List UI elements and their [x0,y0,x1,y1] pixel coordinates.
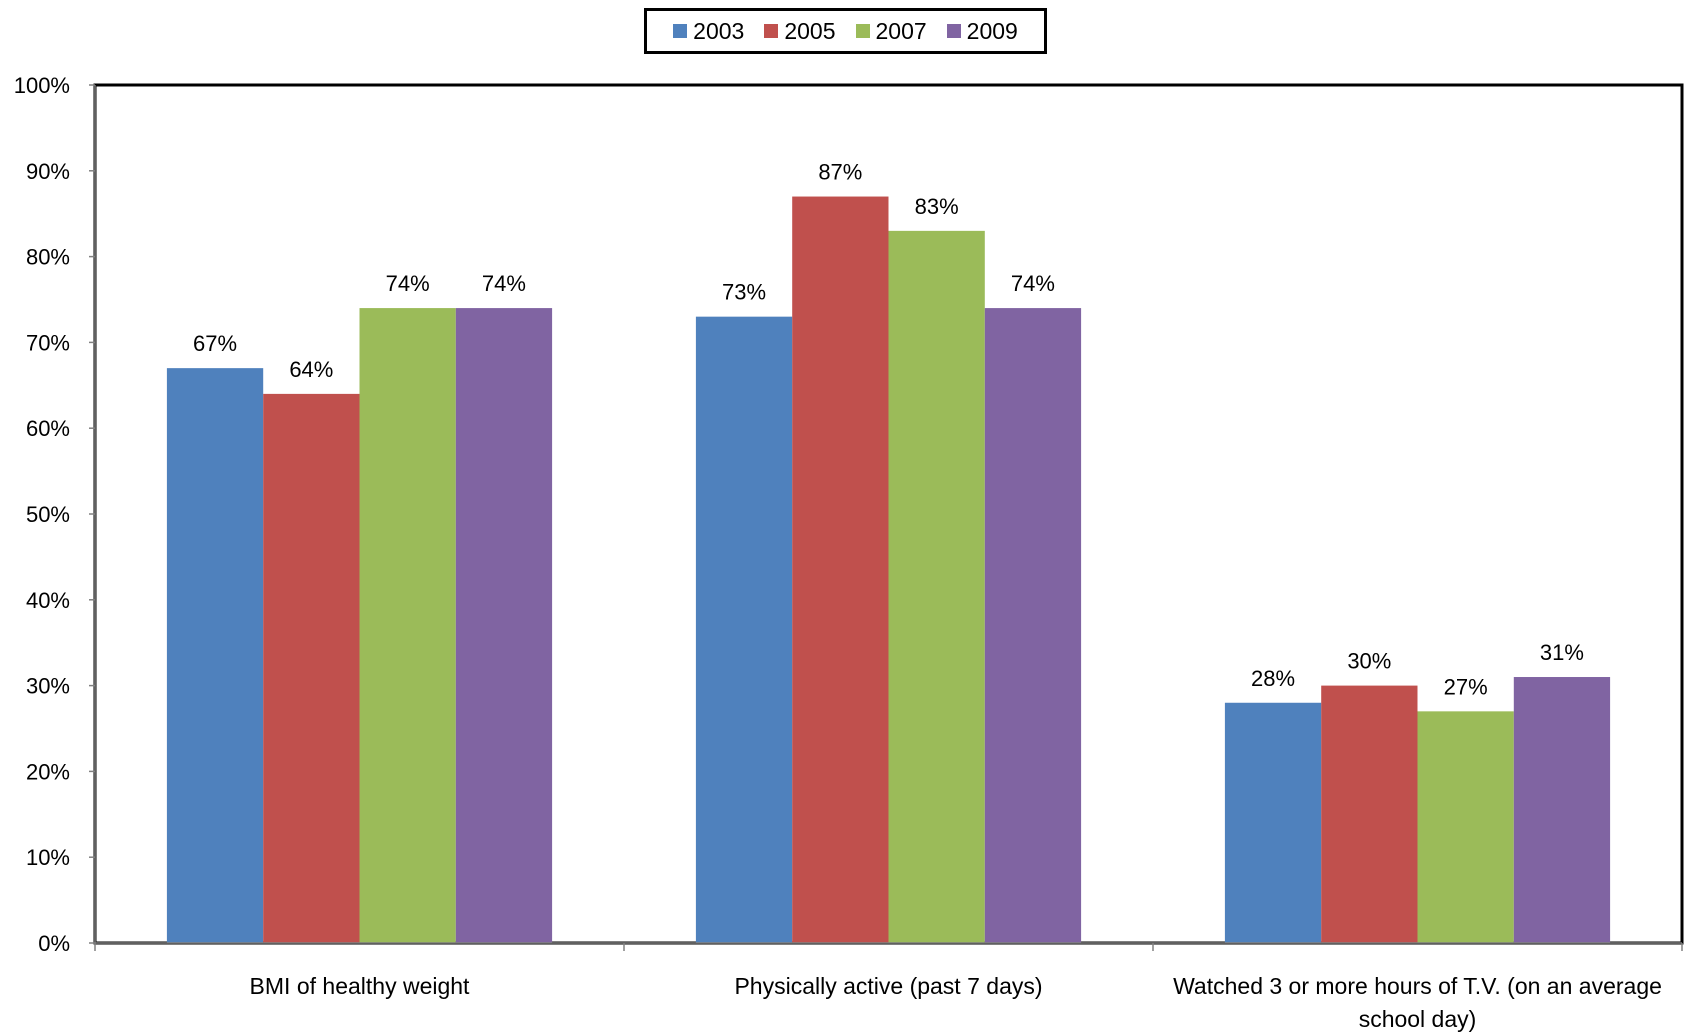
legend-swatch [855,24,870,38]
bar-2007-3 [1417,711,1514,943]
legend-label: 2005 [784,17,836,44]
y-tick-label: 100% [14,73,70,98]
x-tick-label: Watched 3 or more hours of T.V. (on an a… [1173,973,1662,999]
y-tick-label: 10% [26,845,70,870]
bar-2009-1 [455,308,553,944]
data-label: 73% [722,280,766,305]
data-label: 27% [1444,674,1488,699]
legend-item-2009: 2009 [946,17,1018,45]
data-label: 83% [915,194,959,219]
data-label: 28% [1251,666,1295,691]
bar-2003-3 [1224,702,1322,943]
data-label: 74% [386,271,430,296]
y-tick-label: 20% [26,759,70,784]
bar-2003-1 [166,368,264,943]
data-label: 74% [482,271,526,296]
data-label: 67% [193,331,237,356]
x-tick-label: BMI of healthy weight [250,973,471,999]
data-label: 87% [818,160,862,185]
x-tick-label: school day) [1359,1006,1477,1032]
legend-item-2003: 2003 [673,18,744,45]
bar-2003-2 [695,316,793,943]
data-label: 31% [1540,640,1584,665]
legend-swatch [764,24,779,38]
y-tick-label: 90% [26,159,70,184]
y-tick-label: 70% [26,330,70,355]
x-tick-label: Physically active (past 7 days) [734,973,1042,999]
bar-2009-2 [984,308,1082,944]
bar-2007-1 [359,308,456,944]
y-tick-label: 60% [26,416,70,441]
bar-2005-2 [792,196,889,944]
legend-label: 2003 [693,17,745,44]
y-tick-label: 80% [26,245,70,270]
legend-item-2007: 2007 [855,17,927,45]
legend-swatch [673,24,688,38]
legend-label: 2009 [966,17,1018,44]
data-label: 74% [1011,271,1055,296]
bar-2009-3 [1513,677,1611,943]
y-tick-label: 30% [26,674,70,699]
y-tick-label: 40% [26,588,70,613]
legend-swatch [946,24,961,38]
bar-2005-1 [263,393,360,943]
legend: 2003 2005 2007 2009 [644,8,1047,54]
legend-label: 2007 [875,17,927,44]
data-label: 64% [289,357,333,382]
legend-item-2005: 2005 [764,17,836,45]
y-tick-label: 0% [38,931,70,956]
data-label: 30% [1347,649,1391,674]
bar-2005-3 [1321,685,1418,943]
y-tick-label: 50% [26,502,70,527]
bar-2007-2 [888,230,985,944]
